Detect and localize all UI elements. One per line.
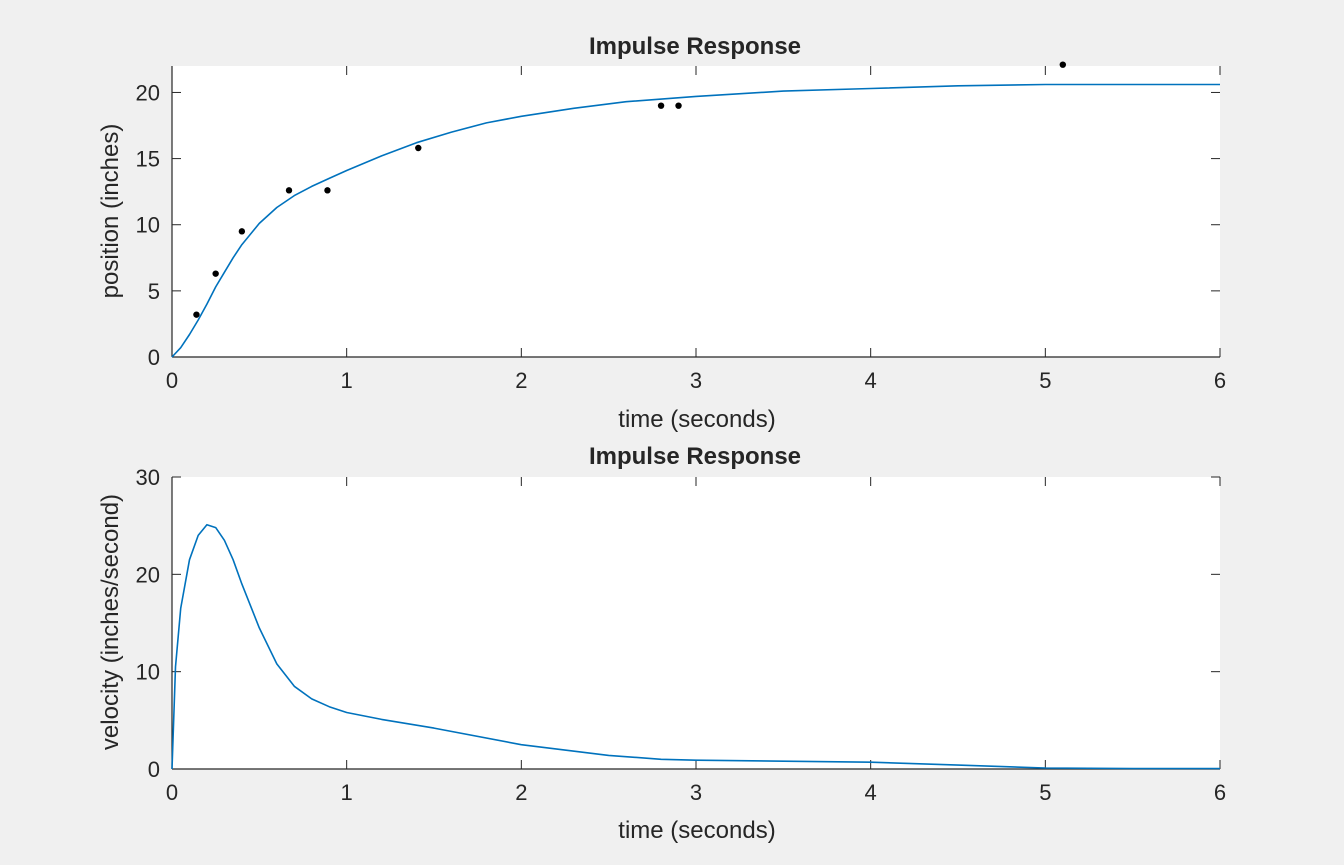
velocity-y-axis-label: velocity (inches/second) [97,494,124,750]
position-data-point [675,102,682,109]
velocity-x-tick-label: 5 [1039,780,1051,805]
position-y-tick-label: 10 [136,213,160,238]
position-y-tick-label: 5 [148,279,160,304]
velocity-plot-area [172,477,1220,769]
velocity-chart-title: Impulse Response [589,443,801,470]
velocity-x-axis-label: time (seconds) [618,817,775,844]
velocity-series-line [171,523,1220,770]
position-y-tick-label: 20 [136,80,160,105]
position-data-point [285,187,293,194]
position-data-point [193,311,200,318]
position-data-point [415,144,422,152]
velocity-x-tick-label: 3 [690,780,702,805]
velocity-x-tick-label: 2 [515,780,527,805]
velocity-x-tick-label: 4 [865,780,877,805]
position-axes: Impulse Response time (seconds) position… [97,33,1226,433]
position-plot-area [172,66,1220,357]
velocity-y-tick-label: 10 [136,660,160,685]
position-data-point [238,228,246,235]
position-y-tick-label: 0 [148,345,160,370]
position-series-line [171,83,1220,358]
position-x-tick-label: 4 [865,368,877,393]
position-data-point [1059,61,1067,68]
position-x-tick-label: 1 [341,368,353,393]
position-x-tick-label: 0 [166,368,178,393]
velocity-x-tick-label: 0 [166,780,178,805]
velocity-y-tick-label: 30 [136,465,160,490]
position-x-tick-label: 6 [1214,368,1226,393]
position-x-tick-label: 3 [690,368,702,393]
position-y-axis-label: position (inches) [97,124,124,299]
position-x-tick-label: 5 [1039,368,1051,393]
velocity-x-tick-label: 1 [341,780,353,805]
position-data-point [324,187,331,194]
velocity-x-tick-label: 6 [1214,780,1226,805]
position-x-tick-label: 2 [515,368,527,393]
velocity-y-tick-label: 0 [148,757,160,782]
position-x-axis-label: time (seconds) [618,406,775,433]
velocity-axes: Impulse Response time (seconds) velocity… [97,443,1226,844]
position-chart-title: Impulse Response [589,33,801,60]
position-data-point [212,270,219,277]
position-y-tick-label: 15 [136,147,160,172]
velocity-y-tick-label: 20 [136,562,160,587]
position-data-point [657,102,665,109]
